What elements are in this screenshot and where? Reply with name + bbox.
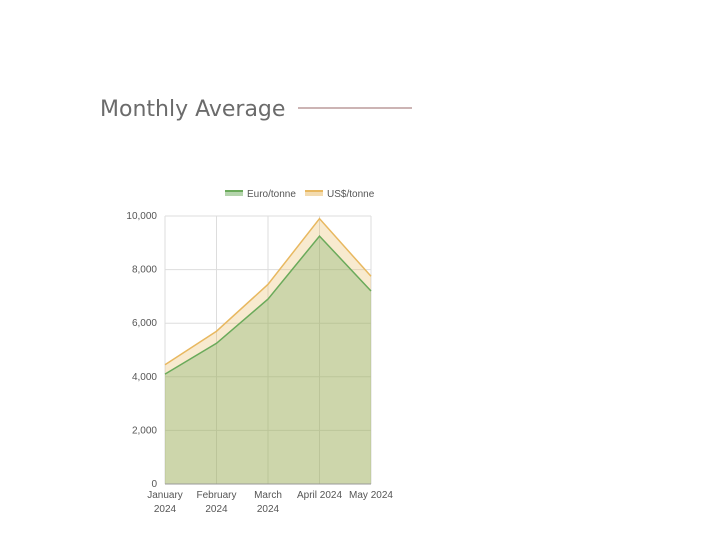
line: [164, 217, 372, 366]
x-tick-label: January 2024: [147, 490, 183, 515]
area: [165, 218, 371, 484]
legend-swatch: [225, 191, 243, 196]
y-tick-label: 6,000: [132, 318, 157, 329]
x-tick-label: February 2024: [196, 490, 236, 515]
x-tick-label: April 2024: [297, 490, 342, 501]
legend-label: US$/tonne: [327, 189, 375, 200]
y-tick-label: 10,000: [126, 211, 157, 222]
y-tick-label: 8,000: [132, 265, 157, 276]
x-tick-label: March 2024: [254, 490, 282, 515]
legend-label: Euro/tonne: [247, 189, 296, 200]
area: [165, 236, 371, 484]
x-tick-label: May 2024: [349, 490, 393, 501]
y-tick-label: 0: [151, 479, 157, 490]
chart-title: Monthly Average: [100, 97, 285, 122]
y-tick-label: 4,000: [132, 372, 157, 383]
y-tick-label: 2,000: [132, 425, 157, 436]
line: [164, 234, 372, 375]
legend-swatch: [305, 191, 323, 196]
